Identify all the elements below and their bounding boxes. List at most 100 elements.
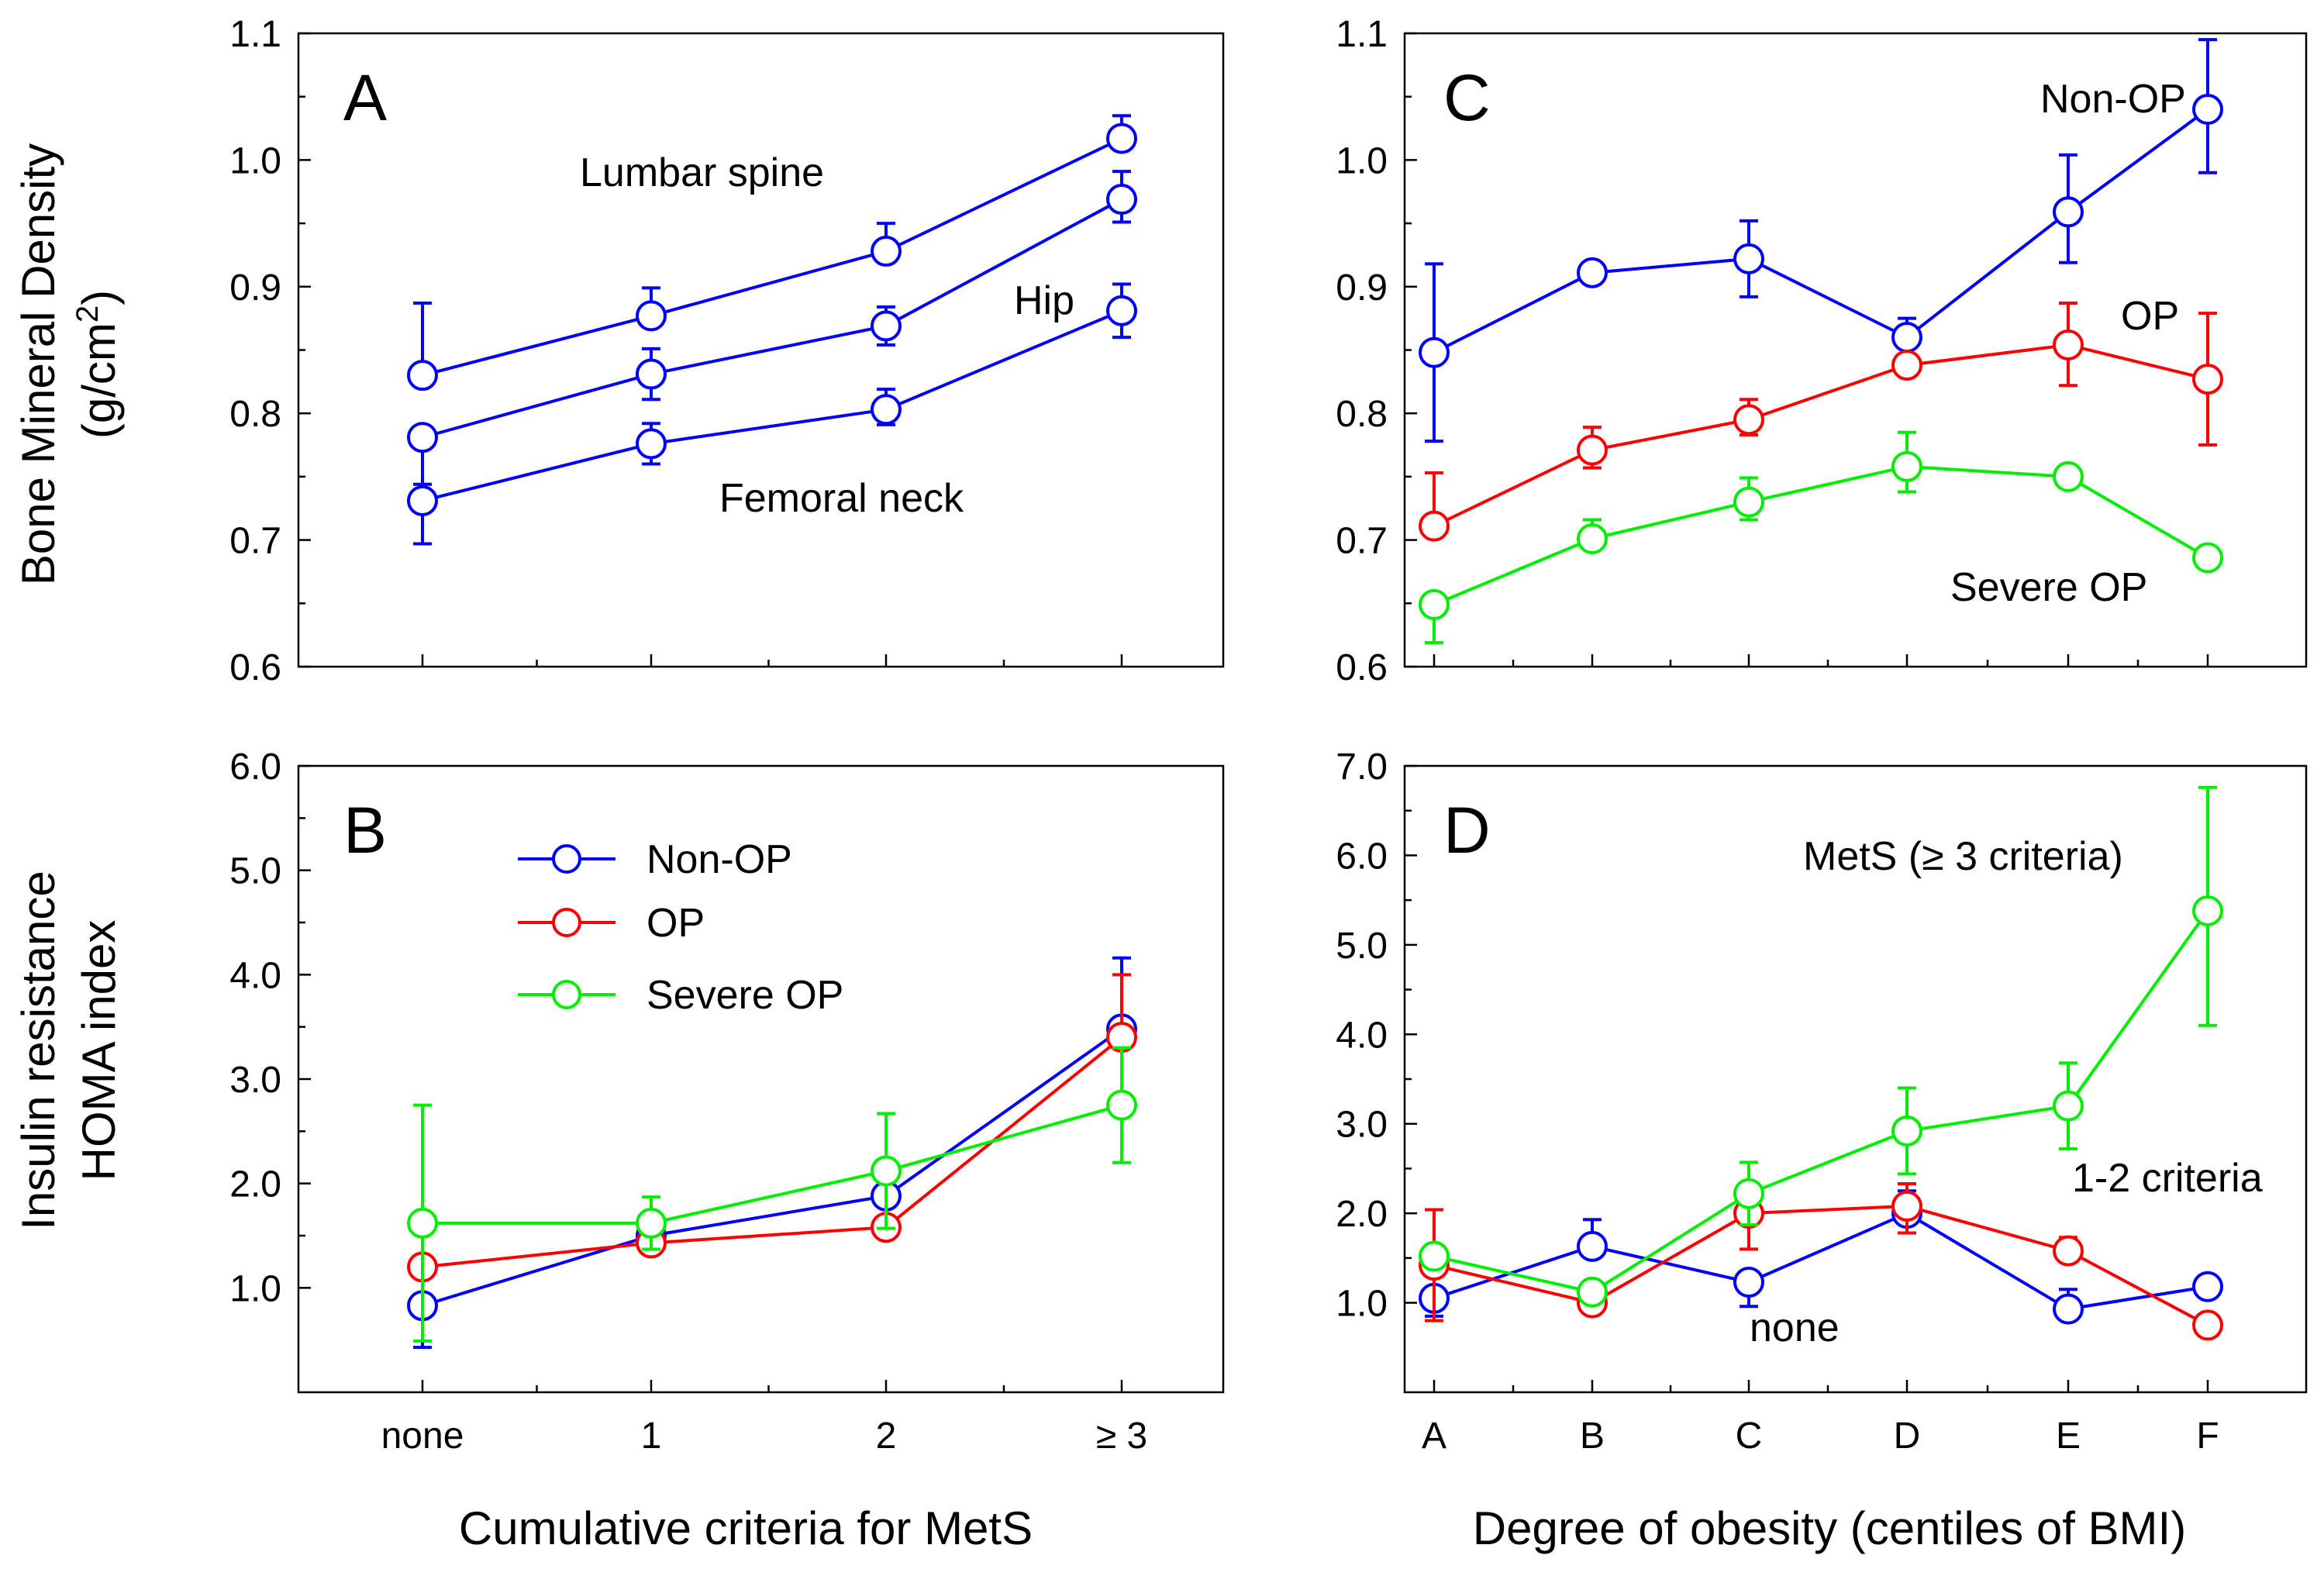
obesity-xlabel: Degree of obesity (centiles of BMI)	[1473, 1502, 2186, 1554]
panel-a-data-point	[407, 360, 438, 391]
panel-c-series-1	[1419, 302, 2223, 542]
legend-marker-severe-op	[552, 980, 581, 1009]
panel-d-series-2	[1419, 785, 2223, 1308]
panel-d: 1.0 2.0 3.0 4.0 5.0 6.0 7.0 A B C D E F	[1336, 747, 2308, 1457]
panel-d-data-point	[2053, 1235, 2084, 1267]
panel-a-ytick-label: 0.6	[229, 647, 281, 688]
panel-b-series-line	[422, 1103, 1122, 1225]
panel-a-ytick-label: 0.8	[229, 394, 281, 435]
panel-d-xtick-label: A	[1422, 1416, 1446, 1457]
panel-b-data-point	[871, 1155, 902, 1187]
legend-label-severe-op: Severe OP	[647, 973, 843, 1018]
panel-c-ytick-label: 0.8	[1336, 394, 1388, 435]
panel-b-ytick-label: 3.0	[229, 1060, 281, 1101]
panel-c-data-point	[2053, 329, 2084, 360]
panel-a-series-1	[407, 170, 1137, 486]
panel-c-ytick-label: 1.1	[1336, 14, 1388, 55]
plot-layer: 0.6 0.7 0.8 0.9 1.0 1.1 1.0 2.0 3.0 4.0 5.0 6.0 none…	[229, 14, 2308, 1457]
panel-d-series-line	[1433, 1204, 2208, 1327]
panel-a-ytick-label: 0.9	[229, 267, 281, 309]
panel-c-data-point	[1733, 486, 1764, 518]
panel-a-ytick-label: 1.1	[229, 14, 281, 55]
panel-c-data-point	[2192, 94, 2223, 126]
annotation-none: none	[1750, 1305, 1840, 1350]
panel-a-ytick-label: 1.0	[229, 140, 281, 181]
panel-c-ytick-label: 0.7	[1336, 521, 1388, 562]
panel-d-data-point	[1577, 1276, 1608, 1308]
panel-d-ytick-label: 5.0	[1336, 926, 1388, 967]
panel-a-series-line	[422, 136, 1122, 378]
panel-b-ytick-label: 5.0	[229, 851, 281, 892]
panel-letter-a: A	[343, 61, 387, 134]
homa-ylabel-line1: Insulin resistance	[12, 871, 64, 1230]
panel-d-data-point	[2192, 895, 2223, 926]
panel-a-series-line	[422, 198, 1122, 440]
legend-label-op: OP	[647, 901, 705, 946]
bmd-ylabel-unit: (g/cm	[73, 322, 125, 439]
annotation-lumbar-spine: Lumbar spine	[580, 150, 824, 195]
panel-c-data-point	[1733, 243, 1764, 274]
panel-d-data-point	[2053, 1090, 2084, 1122]
panel-a-data-point	[407, 484, 438, 516]
panel-d-ytick-label: 7.0	[1336, 747, 1388, 788]
annotation-op: OP	[2121, 294, 2179, 339]
bmd-ylabel-line2: (g/cm2)	[71, 290, 125, 439]
panel-a-ytick-label: 0.7	[229, 521, 281, 562]
panel-c-ytick-label: 0.9	[1336, 267, 1388, 309]
homa-ylabel-line2: HOMA index	[73, 920, 125, 1181]
panel-a-data-point	[636, 300, 667, 332]
panel-b-data-point	[407, 1207, 438, 1239]
panel-a: 0.6 0.7 0.8 0.9 1.0 1.1	[229, 14, 1225, 688]
panel-c-data-point	[1891, 450, 1922, 482]
panel-letter-b: B	[343, 794, 387, 867]
annotation-femoral-neck: Femoral neck	[719, 476, 964, 521]
panel-a-series-line	[422, 309, 1122, 502]
panel-c-series-line	[1433, 108, 2209, 354]
panel-c-data-point	[1577, 522, 1608, 554]
panel-d-data-point	[1733, 1178, 1764, 1209]
panel-a-data-point	[407, 422, 438, 453]
panel-b-xtick-label: 2	[876, 1416, 897, 1457]
panel-c-data-point	[1577, 434, 1608, 466]
panel-c-data-point	[1891, 322, 1922, 353]
annotation-non-op: Non-OP	[2040, 77, 2186, 122]
panel-a-data-point	[871, 310, 902, 342]
panel-b-xtick-label: none	[381, 1416, 464, 1457]
panel-b-ytick-label: 6.0	[229, 747, 281, 788]
legend-marker-non-op	[552, 844, 581, 874]
panel-c-data-point	[1577, 257, 1608, 288]
panel-c-data-point	[2053, 460, 2084, 492]
panel-c-data-point	[1419, 336, 1450, 368]
panel-b-series-2	[407, 1046, 1137, 1343]
panel-a-data-point	[636, 358, 667, 390]
panel-c-data-point	[2192, 364, 2223, 395]
bmd-ylabel-line1: Bone Mineral Density	[12, 143, 64, 585]
panel-c-data-point	[1891, 350, 1922, 381]
panel-d-xtick-label: B	[1580, 1416, 1605, 1457]
panel-a-data-point	[1106, 295, 1137, 326]
panel-c-series-line	[1433, 464, 2209, 606]
annotation-hip: Hip	[1014, 278, 1074, 323]
panel-letter-d: D	[1443, 794, 1491, 867]
panel-d-ytick-label: 3.0	[1336, 1105, 1388, 1146]
panel-b-series-line	[422, 1027, 1123, 1308]
panel-d-ytick-label: 4.0	[1336, 1015, 1388, 1056]
panel-b-xtick-label: 1	[641, 1416, 662, 1457]
panel-c-data-point	[2192, 542, 2223, 574]
panel-d-ytick-label: 6.0	[1336, 836, 1388, 877]
legend-marker-op	[552, 908, 581, 937]
panel-b-ytick-label: 1.0	[229, 1268, 281, 1309]
panel-d-xtick-label: D	[1894, 1416, 1921, 1457]
annotation-mets: MetS (≥ 3 criteria)	[1803, 834, 2123, 879]
panel-c-ytick-label: 1.0	[1336, 140, 1388, 181]
panel-c-series-0	[1419, 38, 2223, 443]
panel-a-data-point	[636, 428, 667, 460]
panel-d-ytick-label: 2.0	[1336, 1194, 1388, 1235]
panel-a-data-point	[871, 394, 902, 426]
panel-d-ytick-label: 1.0	[1336, 1284, 1388, 1325]
panel-d-xtick-label: E	[2056, 1416, 2081, 1457]
panel-d-series-line	[1433, 1211, 2208, 1311]
panel-c-ytick-label: 0.6	[1336, 647, 1388, 688]
panel-c: 0.6 0.7 0.8 0.9 1.0 1.1	[1336, 14, 2308, 688]
